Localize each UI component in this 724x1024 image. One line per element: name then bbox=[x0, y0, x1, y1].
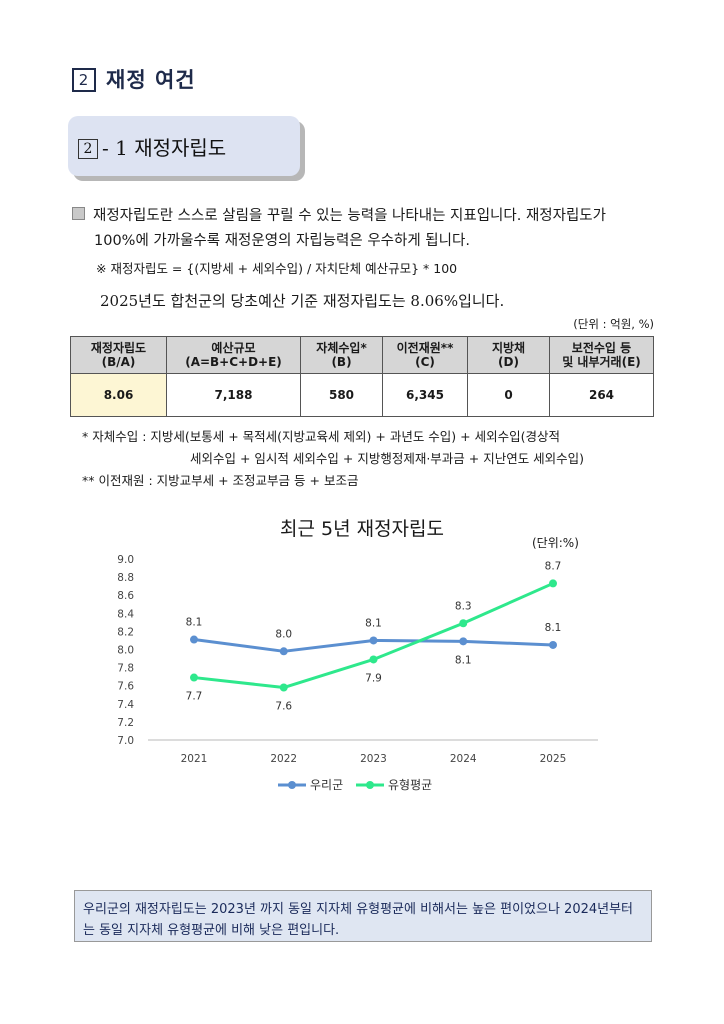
data-label: 8.3 bbox=[455, 600, 472, 612]
note-own-revenue: * 자체수입 : 지방세(보통세 + 목적세(지방교육세 제외) + 과년도 수… bbox=[82, 429, 560, 444]
y-tick-label: 8.2 bbox=[117, 626, 134, 638]
table-unit: (단위 : 억원, %) bbox=[573, 317, 654, 331]
x-tick-label: 2023 bbox=[360, 753, 387, 765]
x-tick-label: 2021 bbox=[181, 753, 208, 765]
header-ratio: 재정자립도 (B/A) bbox=[70, 336, 167, 374]
data-label: 8.1 bbox=[186, 617, 203, 629]
square-bullet-icon bbox=[72, 207, 85, 220]
section-number: 2 bbox=[72, 68, 96, 92]
data-point bbox=[459, 637, 468, 646]
ratio-statement: 2025년도 합천군의 당초예산 기준 재정자립도는 8.06%입니다. bbox=[100, 292, 505, 310]
legend-label: 우리군 bbox=[310, 778, 343, 792]
legend-label: 유형평균 bbox=[388, 778, 432, 792]
data-point bbox=[279, 683, 288, 692]
chart-title: 최근 5년 재정자립도 bbox=[279, 518, 444, 540]
data-label: 8.1 bbox=[455, 654, 472, 666]
data-point bbox=[459, 619, 468, 628]
data-label: 8.1 bbox=[365, 617, 382, 629]
y-tick-label: 8.8 bbox=[117, 572, 134, 584]
legend-item: 우리군 bbox=[278, 778, 343, 792]
legend-marker bbox=[366, 781, 374, 789]
subsection-number: 2 bbox=[78, 139, 98, 159]
table-notes: * 자체수입 : 지방세(보통세 + 목적세(지방교육세 제외) + 과년도 수… bbox=[82, 426, 584, 492]
x-tick-label: 2025 bbox=[540, 753, 567, 765]
legend-item: 유형평균 bbox=[356, 778, 432, 792]
data-point bbox=[190, 673, 198, 682]
header-transfer: 이전재원** (C) bbox=[382, 336, 468, 374]
note-own-revenue-cont: 세외수입 + 임시적 세외수입 + 지방행정제재·부과금 + 지난연도 세외수입… bbox=[190, 451, 585, 466]
legend-marker bbox=[288, 781, 296, 789]
data-point bbox=[279, 647, 288, 656]
y-tick-label: 8.6 bbox=[117, 590, 134, 602]
data-point bbox=[549, 640, 557, 649]
intro-paragraph: 재정자립도란 스스로 살림을 꾸릴 수 있는 능력을 나타내는 지표입니다. 재… bbox=[72, 204, 662, 254]
cell-budget: 7,188 bbox=[166, 373, 301, 417]
data-point bbox=[190, 635, 198, 644]
data-label: 8.1 bbox=[545, 622, 562, 634]
subsection-title-text: - 1 재정자립도 bbox=[102, 136, 227, 160]
cell-local-bond: 0 bbox=[467, 373, 550, 417]
formula-note: ※ 재정자립도 = {(지방세 + 세외수입) / 자치단체 예산규모} * 1… bbox=[96, 261, 458, 276]
header-own-revenue: 자체수입* (B) bbox=[300, 336, 383, 374]
cell-transfer: 6,345 bbox=[382, 373, 468, 417]
summary-box: 우리군의 재정자립도는 2023년 까지 동일 지자체 유형평균에 비해서는 높… bbox=[74, 890, 652, 942]
y-tick-label: 8.4 bbox=[117, 608, 134, 620]
data-label: 7.7 bbox=[186, 691, 203, 703]
section-title-text: 재정 여건 bbox=[106, 68, 196, 92]
x-tick-label: 2024 bbox=[450, 753, 477, 765]
cell-preservation: 264 bbox=[549, 373, 654, 417]
section-title: 2 재정 여건 bbox=[72, 64, 196, 94]
data-point bbox=[549, 579, 557, 588]
note-transfer: ** 이전재원 : 지방교부세 + 조정교부금 등 + 보조금 bbox=[82, 473, 359, 488]
data-point bbox=[369, 655, 378, 664]
finance-table: 재정자립도 (B/A) 예산규모 (A=B+C+D+E) 자체수입* (B) 이전재원… bbox=[70, 336, 654, 417]
intro-line-1: 재정자립도란 스스로 살림을 꾸릴 수 있는 능력을 나타내는 지표입니다. 재… bbox=[93, 208, 606, 224]
data-label: 8.0 bbox=[275, 628, 292, 640]
y-tick-label: 8.0 bbox=[117, 645, 134, 657]
table-row: 8.06 7,188 580 6,345 0 264 bbox=[70, 373, 654, 417]
chart-unit: (단위:%) bbox=[532, 536, 579, 550]
y-tick-label: 7.2 bbox=[117, 717, 134, 729]
y-tick-label: 7.0 bbox=[117, 735, 134, 747]
y-tick-label: 9.0 bbox=[117, 554, 134, 566]
data-point bbox=[369, 636, 378, 645]
data-label: 7.6 bbox=[275, 701, 292, 713]
y-tick-label: 7.8 bbox=[117, 663, 134, 675]
subsection-box bbox=[68, 116, 300, 176]
intro-line-2: 100%에 가까울수록 재정운영의 자립능력은 우수하게 됩니다. bbox=[94, 233, 470, 249]
x-tick-label: 2022 bbox=[270, 753, 297, 765]
y-tick-label: 7.4 bbox=[117, 699, 134, 711]
line-chart: 7.0 7.2 7.4 7.6 7.8 8.0 8.2 8.4 8.6 8.8 9.0 2021 202… bbox=[117, 554, 598, 792]
cell-ratio: 8.06 bbox=[70, 373, 167, 417]
data-label: 7.9 bbox=[365, 672, 382, 684]
subsection-title: 2- 1 재정자립도 bbox=[78, 132, 226, 161]
y-tick-label: 7.6 bbox=[117, 681, 134, 693]
table-header-row: 재정자립도 (B/A) 예산규모 (A=B+C+D+E) 자체수입* (B) 이전재원… bbox=[70, 336, 654, 374]
data-label: 8.7 bbox=[545, 560, 562, 572]
